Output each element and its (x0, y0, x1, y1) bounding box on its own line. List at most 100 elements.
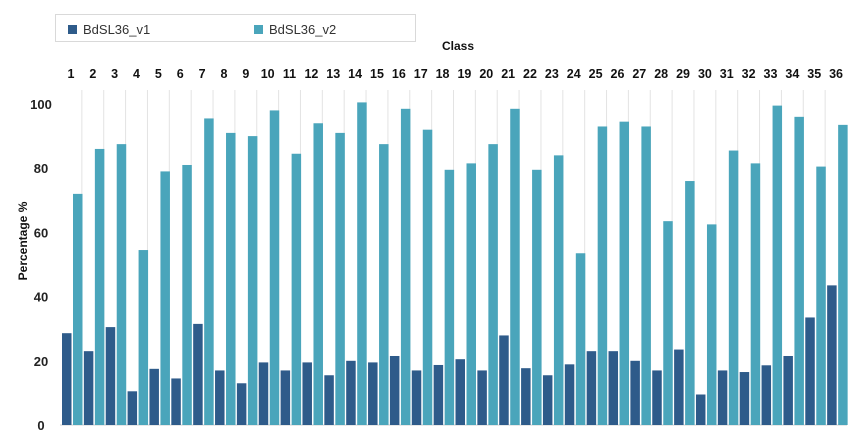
category-label-35: 35 (807, 67, 821, 81)
bar-BdSL36_v1-class-14 (346, 360, 356, 425)
category-label-18: 18 (436, 67, 450, 81)
bar-BdSL36_v2-class-1 (73, 193, 83, 425)
category-label-6: 6 (177, 67, 184, 81)
legend-item-v1: BdSL36_v1 (68, 22, 150, 37)
bar-BdSL36_v2-class-6 (182, 164, 192, 426)
bar-BdSL36_v2-class-28 (663, 221, 673, 425)
bar-BdSL36_v1-class-24 (564, 364, 575, 425)
category-label-25: 25 (589, 67, 603, 81)
bar-BdSL36_v1-class-23 (542, 375, 553, 425)
category-label-28: 28 (654, 67, 668, 81)
category-label-10: 10 (261, 67, 275, 81)
category-labels: 1 2 3 4 5 6 7 8 9 10 11 12 13 14 15 16 17 18 19 20 21 22 23 24 2… (67, 67, 843, 81)
category-label-15: 15 (370, 67, 384, 81)
bar-BdSL36_v1-class-27 (630, 360, 640, 425)
category-label-5: 5 (155, 67, 162, 81)
bar-BdSL36_v1-class-2 (83, 351, 94, 425)
bar-BdSL36_v2-class-7 (204, 118, 214, 425)
bar-BdSL36_v1-class-1 (62, 333, 72, 425)
category-label-11: 11 (283, 67, 296, 81)
bars (62, 102, 848, 426)
bar-BdSL36_v1-class-5 (149, 368, 159, 425)
x-axis-title: Class (442, 39, 474, 53)
bar-BdSL36_v1-class-33 (761, 365, 772, 425)
bar-BdSL36_v2-class-18 (444, 169, 455, 425)
legend-label-v2: BdSL36_v2 (269, 22, 337, 37)
bar-BdSL36_v2-class-31 (728, 150, 739, 426)
category-label-3: 3 (111, 67, 118, 81)
category-label-31: 31 (720, 67, 734, 81)
bar-BdSL36_v1-class-19 (455, 359, 465, 425)
category-label-36: 36 (829, 67, 843, 81)
bar-BdSL36_v1-class-13 (324, 375, 334, 425)
bar-BdSL36_v2-class-36 (838, 124, 848, 426)
legend-label-v1: BdSL36_v1 (83, 22, 151, 37)
bar-BdSL36_v1-class-31 (717, 370, 728, 425)
y-tick-labels: 0 20 40 60 80 100 (30, 97, 52, 433)
category-label-4: 4 (133, 67, 140, 81)
bar-BdSL36_v2-class-32 (750, 163, 761, 425)
bar-BdSL36_v1-class-25 (586, 351, 597, 425)
bar-BdSL36_v2-class-35 (816, 166, 826, 425)
bar-BdSL36_v1-class-26 (608, 351, 619, 425)
bar-BdSL36_v2-class-25 (597, 126, 608, 425)
bar-BdSL36_v2-class-23 (553, 155, 564, 426)
bar-BdSL36_v2-class-15 (379, 144, 389, 426)
bar-BdSL36_v1-class-18 (433, 364, 444, 425)
bar-BdSL36_v1-class-4 (127, 391, 138, 425)
y-axis-title: Percentage % (16, 201, 30, 280)
category-label-13: 13 (326, 67, 340, 81)
legend: BdSL36_v1 BdSL36_v2 (55, 14, 416, 42)
category-label-21: 21 (501, 67, 515, 81)
bar-BdSL36_v2-class-24 (575, 253, 586, 425)
y-tick-80: 80 (34, 161, 48, 176)
bar-BdSL36_v2-class-3 (116, 144, 127, 426)
category-label-23: 23 (545, 67, 559, 81)
bar-BdSL36_v1-class-15 (368, 362, 378, 425)
bar-BdSL36_v1-class-16 (389, 355, 400, 425)
bar-BdSL36_v2-class-29 (685, 181, 695, 425)
bar-BdSL36_v1-class-29 (674, 349, 684, 425)
bar-BdSL36_v2-class-9 (247, 136, 258, 425)
bar-BdSL36_v2-class-19 (466, 163, 476, 425)
bar-BdSL36_v2-class-30 (706, 224, 717, 426)
category-label-8: 8 (220, 67, 227, 81)
bar-BdSL36_v2-class-33 (772, 105, 783, 426)
bar-BdSL36_v2-class-10 (269, 110, 280, 426)
y-tick-20: 20 (34, 354, 48, 369)
legend-swatch-v1 (68, 25, 77, 34)
legend-item-v2: BdSL36_v2 (254, 22, 336, 37)
bar-BdSL36_v2-class-13 (335, 132, 345, 425)
category-label-30: 30 (698, 67, 712, 81)
bar-BdSL36_v2-class-22 (532, 169, 542, 425)
bar-BdSL36_v2-class-14 (357, 102, 367, 426)
bar-BdSL36_v1-class-28 (652, 370, 662, 425)
bar-BdSL36_v1-class-34 (783, 355, 793, 425)
category-label-34: 34 (785, 67, 799, 81)
bar-BdSL36_v1-class-7 (193, 323, 203, 425)
bar-BdSL36_v2-class-20 (488, 144, 498, 426)
bar-BdSL36_v2-class-4 (138, 250, 149, 425)
bar-BdSL36_v2-class-17 (422, 129, 433, 425)
bar-BdSL36_v1-class-22 (521, 368, 531, 425)
bar-BdSL36_v2-class-8 (226, 132, 236, 425)
bar-BdSL36_v1-class-3 (105, 327, 116, 425)
bar-BdSL36_v2-class-11 (291, 153, 302, 425)
category-label-32: 32 (742, 67, 756, 81)
category-label-22: 22 (523, 67, 537, 81)
category-label-33: 33 (764, 67, 778, 81)
y-tick-60: 60 (34, 225, 48, 240)
bar-BdSL36_v2-class-26 (619, 121, 630, 425)
category-label-19: 19 (457, 67, 471, 81)
bar-BdSL36_v2-class-34 (794, 116, 804, 425)
bar-BdSL36_v2-class-5 (160, 171, 170, 425)
bar-BdSL36_v2-class-12 (313, 123, 323, 425)
category-label-14: 14 (348, 67, 362, 81)
bar-BdSL36_v2-class-27 (641, 126, 651, 425)
bar-BdSL36_v1-class-32 (739, 372, 750, 425)
bar-BdSL36_v1-class-20 (477, 370, 487, 425)
category-label-29: 29 (676, 67, 690, 81)
bar-BdSL36_v2-class-2 (94, 148, 105, 425)
